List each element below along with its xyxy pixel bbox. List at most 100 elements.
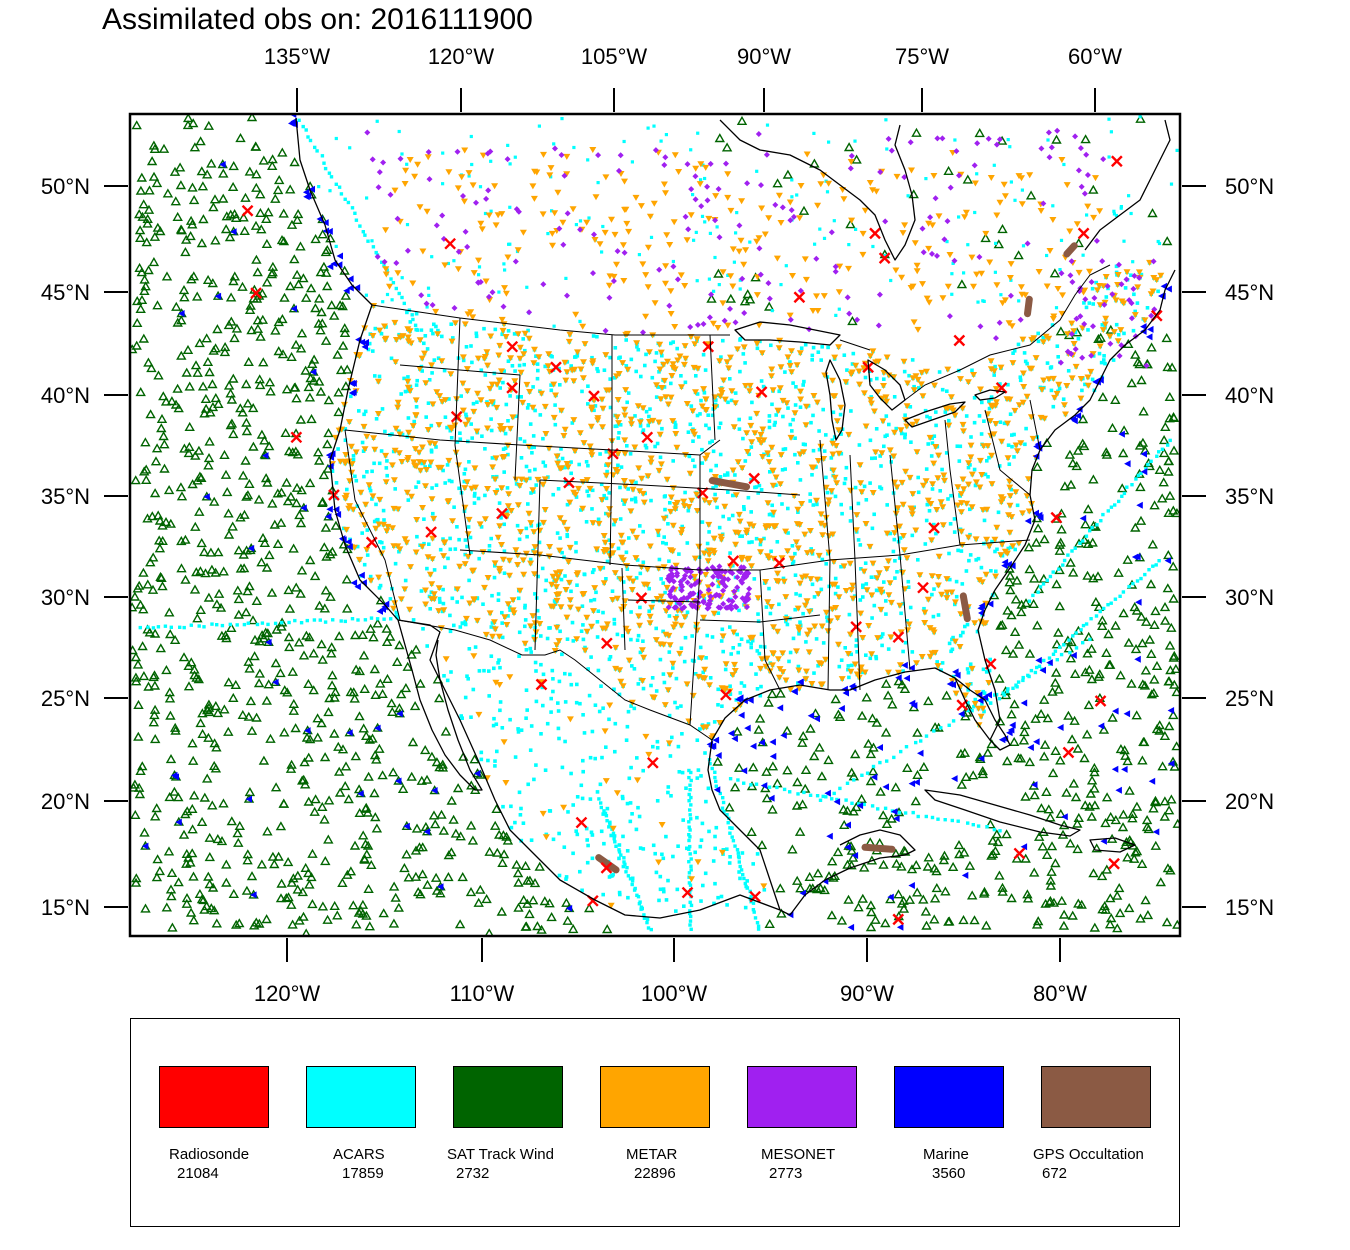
- acars-marker: [699, 178, 703, 182]
- acars-marker: [725, 473, 730, 477]
- sat-track-wind-marker: [282, 496, 294, 506]
- sat-track-wind-marker: [870, 914, 881, 924]
- acars-marker: [343, 619, 347, 624]
- acars-marker: [976, 300, 980, 304]
- acars-marker: [370, 469, 374, 474]
- acars-marker: [1088, 637, 1092, 642]
- acars-marker: [636, 805, 640, 810]
- sat-track-wind-marker: [143, 681, 154, 691]
- acars-marker: [980, 702, 984, 706]
- acars-marker: [1010, 444, 1014, 449]
- acars-marker: [1009, 180, 1013, 184]
- sat-track-wind-marker: [298, 650, 310, 660]
- sat-track-wind-marker: [227, 521, 238, 531]
- sat-track-wind-marker: [176, 563, 187, 573]
- sat-track-wind-marker: [1137, 679, 1149, 689]
- sat-track-wind-marker: [826, 856, 838, 866]
- acars-marker: [756, 612, 760, 616]
- sat-track-wind-marker: [713, 268, 724, 278]
- acars-marker: [371, 349, 375, 353]
- acars-marker: [516, 596, 521, 601]
- sat-track-wind-marker: [1028, 867, 1040, 877]
- acars-marker: [322, 161, 326, 165]
- acars-marker: [634, 480, 638, 485]
- acars-marker: [534, 354, 538, 358]
- sat-track-wind-marker: [1168, 593, 1179, 603]
- sat-track-wind-marker: [282, 687, 293, 697]
- acars-marker: [671, 340, 675, 344]
- acars-marker: [378, 583, 383, 588]
- acars-marker: [984, 670, 989, 674]
- acars-marker: [1090, 377, 1095, 382]
- sat-track-wind-marker: [1089, 767, 1100, 777]
- acars-marker: [671, 854, 675, 859]
- sat-track-wind-marker: [164, 687, 175, 697]
- acars-marker: [618, 485, 622, 490]
- sat-track-wind-marker: [1004, 570, 1016, 580]
- acars-marker: [825, 490, 830, 495]
- acars-marker: [400, 432, 405, 437]
- acars-marker: [939, 668, 943, 672]
- acars-marker: [479, 757, 484, 762]
- sat-track-wind-marker: [1164, 413, 1175, 423]
- acars-marker: [383, 429, 387, 434]
- acars-marker: [993, 364, 997, 369]
- acars-marker: [954, 579, 959, 584]
- sat-track-wind-marker: [161, 271, 173, 281]
- sat-track-wind-marker: [1047, 686, 1058, 696]
- sat-track-wind-marker: [1068, 778, 1080, 788]
- acars-marker: [892, 755, 896, 760]
- acars-marker: [514, 414, 518, 419]
- sat-track-wind-marker: [489, 820, 501, 830]
- acars-marker: [894, 426, 898, 431]
- sat-track-wind-marker: [1171, 741, 1180, 751]
- acars-marker: [808, 499, 812, 503]
- acars-marker: [552, 599, 557, 603]
- acars-marker: [747, 540, 751, 545]
- acars-marker: [505, 509, 509, 513]
- acars-marker: [741, 872, 745, 877]
- acars-marker: [668, 754, 673, 758]
- sat-track-wind-marker: [1009, 699, 1020, 709]
- sat-track-wind-marker: [180, 534, 191, 544]
- acars-marker: [362, 412, 366, 417]
- acars-marker: [569, 589, 573, 594]
- acars-marker: [689, 404, 694, 408]
- acars-marker: [736, 778, 740, 782]
- left-lat-label: 20°N: [40, 789, 90, 814]
- sat-track-wind-marker: [221, 211, 233, 221]
- acars-marker: [479, 368, 484, 372]
- sat-track-wind-marker: [452, 783, 464, 793]
- acars-marker: [1116, 332, 1121, 337]
- acars-marker: [968, 463, 972, 467]
- sat-track-wind-marker: [211, 918, 223, 928]
- acars-marker: [619, 465, 624, 469]
- sat-track-wind-marker: [228, 373, 239, 383]
- acars-marker: [832, 435, 837, 439]
- sat-track-wind-marker: [197, 728, 208, 738]
- acars-marker: [701, 883, 705, 888]
- acars-marker: [703, 176, 707, 181]
- sat-track-wind-marker: [130, 475, 141, 485]
- sat-track-wind-marker: [851, 154, 862, 164]
- metar-marker: [484, 402, 492, 408]
- acars-marker: [463, 538, 468, 542]
- sat-track-wind-marker: [1009, 626, 1021, 636]
- acars-marker: [897, 810, 902, 815]
- acars-marker: [773, 420, 777, 425]
- acars-marker: [658, 874, 663, 879]
- sat-track-wind-marker: [228, 692, 239, 702]
- acars-marker: [754, 672, 758, 676]
- acars-marker: [458, 431, 462, 435]
- sat-track-wind-marker: [261, 562, 273, 572]
- acars-marker: [793, 403, 798, 407]
- acars-marker: [1145, 306, 1150, 310]
- acars-marker: [469, 550, 473, 555]
- sat-track-wind-marker: [305, 283, 317, 293]
- sat-track-wind-marker: [155, 643, 167, 653]
- acars-marker: [963, 624, 967, 629]
- acars-marker: [746, 495, 751, 500]
- acars-marker: [745, 879, 749, 883]
- sat-track-wind-marker: [349, 693, 360, 703]
- acars-marker: [698, 844, 703, 849]
